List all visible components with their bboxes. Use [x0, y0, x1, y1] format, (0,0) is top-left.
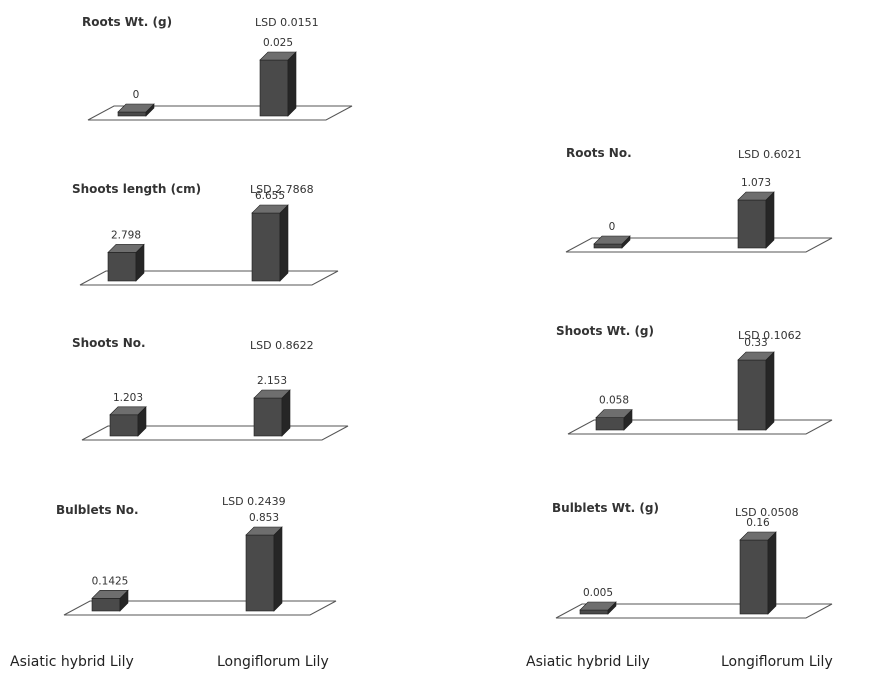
bar-front: [245, 534, 275, 612]
chart-title: Shoots Wt. (g): [556, 324, 654, 338]
bar-value-label: 0.025: [263, 37, 293, 49]
bar-2: 2.153: [253, 375, 291, 437]
bar-value-label: 2.153: [257, 375, 287, 387]
bar-side: [765, 351, 775, 431]
bar-top: [259, 51, 297, 61]
bar-1: 0.058: [595, 395, 633, 431]
bar-front: [109, 414, 139, 437]
bar-side: [765, 191, 775, 249]
chart-panel-3: Shoots No. LSD 0.8622 1.203 2.153: [72, 336, 349, 441]
bar-value-label: 0.16: [746, 517, 770, 529]
bar-1: 0: [117, 89, 155, 117]
bar-value-label: 1.073: [741, 177, 771, 189]
bar-front: [595, 417, 625, 431]
bar-front: [91, 598, 121, 612]
chart-title: Roots Wt. (g): [82, 15, 172, 29]
bar-front: [259, 59, 289, 117]
chart-panel-1: Roots Wt. (g) LSD 0.0151 0 0.025: [82, 15, 353, 121]
category-label-left-2: Longiflorum Lily: [217, 654, 329, 670]
chart-panel-4: Bulblets No. LSD 0.2439 0.1425 0.853: [56, 495, 337, 616]
bar-2: 0.025: [259, 37, 297, 117]
bar-value-label: 6.655: [255, 190, 285, 202]
bar-top: [251, 204, 289, 214]
bar-top: [117, 103, 155, 113]
bar-top: [107, 244, 145, 253]
bar-front: [107, 252, 137, 282]
bar-1: 2.798: [107, 229, 145, 282]
chart-panels: Roots Wt. (g) LSD 0.0151 0 0.025 Shoots leng…: [56, 15, 833, 619]
lsd-label: LSD 0.0508: [735, 506, 799, 519]
bar-side: [767, 531, 777, 615]
chart-title: Bulblets No.: [56, 503, 139, 517]
bar-2: 6.655: [251, 190, 289, 282]
bar-2: 0.16: [739, 517, 777, 615]
chart-panel-6: Shoots Wt. (g) LSD 0.1062 0.058 0.33: [556, 324, 833, 435]
bar-front: [253, 397, 283, 437]
bar-front: [579, 609, 609, 615]
lsd-label: LSD 0.1062: [738, 329, 802, 342]
bar-1: 0.1425: [91, 575, 129, 612]
category-label-right-1: Asiatic hybrid Lily: [526, 654, 650, 670]
bar-value-label: 0: [609, 221, 616, 233]
chart-panel-2: Shoots length (cm) LSD 2.7868 2.798 6.655: [72, 182, 339, 286]
bar-top: [593, 235, 631, 245]
bar-1: 1.203: [109, 392, 147, 437]
category-labels: Asiatic hybrid Lily Longiflorum Lily Asi…: [10, 654, 833, 670]
chart-title: Bulblets Wt. (g): [552, 501, 659, 515]
bar-value-label: 1.203: [113, 392, 143, 404]
bar-top: [739, 531, 777, 541]
bar-top: [737, 191, 775, 201]
bar-value-label: 0.058: [599, 395, 629, 407]
chart-title: Roots No.: [566, 146, 632, 160]
bar-1: 0.005: [579, 587, 617, 615]
bar-front: [593, 243, 623, 249]
chart-panel-5: Roots No. LSD 0.6021 0 1.073: [565, 146, 833, 253]
bar-side: [279, 204, 289, 282]
chart-panel-7: Bulblets Wt. (g) LSD 0.0508 0.005 0.16: [552, 501, 833, 619]
lsd-label: LSD 2.7868: [250, 183, 314, 196]
bar-front: [251, 212, 281, 282]
bar-top: [737, 351, 775, 361]
category-label-left-1: Asiatic hybrid Lily: [10, 654, 134, 670]
bar-front: [739, 539, 769, 615]
bar-top: [245, 526, 283, 536]
bar-top: [595, 409, 633, 418]
bar-front: [737, 199, 767, 249]
bar-value-label: 0.005: [583, 587, 613, 599]
bar-value-label: 0.853: [249, 512, 279, 524]
bar-value-label: 0.1425: [92, 575, 129, 587]
lsd-label: LSD 0.0151: [255, 16, 319, 29]
bar-side: [287, 51, 297, 117]
lsd-label: LSD 0.6021: [738, 148, 802, 161]
bar-front: [117, 111, 147, 117]
bar-side: [273, 526, 283, 612]
bar-value-label: 2.798: [111, 229, 141, 241]
bar-2: 0.853: [245, 512, 283, 612]
chart-title: Shoots No.: [72, 336, 146, 350]
bar-1: 0: [593, 221, 631, 249]
lsd-label: LSD 0.8622: [250, 339, 314, 352]
bar-top: [109, 406, 147, 416]
bar-front: [737, 359, 767, 431]
bar-top: [579, 601, 617, 611]
chart-title: Shoots length (cm): [72, 182, 201, 196]
lsd-label: LSD 0.2439: [222, 495, 286, 508]
bar-top: [91, 590, 129, 599]
bar-2: 1.073: [737, 177, 775, 249]
category-label-right-2: Longiflorum Lily: [721, 654, 833, 670]
bar-value-label: 0: [133, 89, 140, 101]
bar-value-label: 0.33: [744, 337, 767, 349]
bar-2: 0.33: [737, 337, 775, 431]
bar-top: [253, 389, 291, 399]
